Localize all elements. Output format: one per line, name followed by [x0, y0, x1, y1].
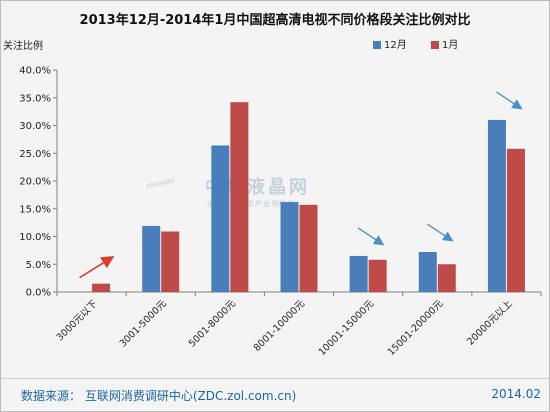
y-tick-label: 5.0%	[26, 260, 51, 271]
trend-arrow-down	[496, 91, 523, 110]
x-tick-label: 15001-20000元	[386, 298, 446, 358]
bar-jan	[299, 204, 318, 292]
source-text: 数据来源： 互联网消费调研中心(ZDC.zol.com.cn)	[21, 389, 297, 403]
y-axis-label: 关注比例	[3, 41, 43, 52]
y-tick-label: 20.0%	[19, 177, 51, 188]
bar-jan	[230, 102, 249, 292]
date-text: 2014.02	[491, 387, 541, 401]
bar-chart: FPDisplay 中华液晶网全球平板显示产业领航者0.0%5.0%10.0%15…	[19, 39, 542, 358]
y-tick-label: 0.0%	[26, 288, 51, 299]
y-tick-label: 30.0%	[19, 121, 51, 132]
chart-title: 2013年12月-2014年1月中国超高清电视不同价格段关注比例对比	[79, 13, 471, 28]
bar-jan	[437, 264, 456, 292]
x-tick-label: 3000元以下	[55, 298, 100, 343]
bar-dec	[142, 225, 161, 292]
legend-swatch	[431, 41, 439, 49]
bar-dec	[211, 145, 230, 292]
bar-dec	[349, 255, 368, 292]
bar-jan	[506, 148, 525, 292]
trend-arrow-down	[426, 223, 454, 242]
trend-arrow-up	[79, 255, 115, 279]
bar-dec	[280, 202, 299, 292]
x-tick-label: 10001-15000元	[317, 298, 377, 358]
y-tick-label: 10.0%	[19, 232, 51, 243]
bar-jan	[368, 259, 387, 292]
x-tick-label: 8001-10000元	[252, 298, 308, 354]
x-tick-label: 3001-5000元	[118, 298, 169, 349]
legend-label: 1月	[442, 39, 458, 51]
bar-dec	[418, 252, 437, 292]
trend-arrow-down	[357, 227, 385, 246]
bar-jan	[92, 283, 111, 292]
legend-label: 12月	[384, 39, 407, 51]
y-tick-label: 25.0%	[19, 149, 51, 160]
bar-jan	[161, 231, 180, 292]
y-tick-label: 35.0%	[19, 93, 51, 104]
y-tick-label: 40.0%	[19, 66, 51, 77]
x-tick-label: 20000元以上	[465, 298, 515, 348]
legend-swatch	[373, 41, 381, 49]
x-tick-label: 5001-8000元	[187, 298, 238, 349]
y-tick-label: 15.0%	[19, 204, 51, 215]
watermark-logo-text: FPDisplay	[146, 177, 176, 191]
watermark-slogan: 全球平板显示产业领航者	[207, 199, 295, 208]
footer: 数据来源： 互联网消费调研中心(ZDC.zol.com.cn) 2014.02	[1, 378, 549, 411]
bar-dec	[487, 119, 506, 292]
